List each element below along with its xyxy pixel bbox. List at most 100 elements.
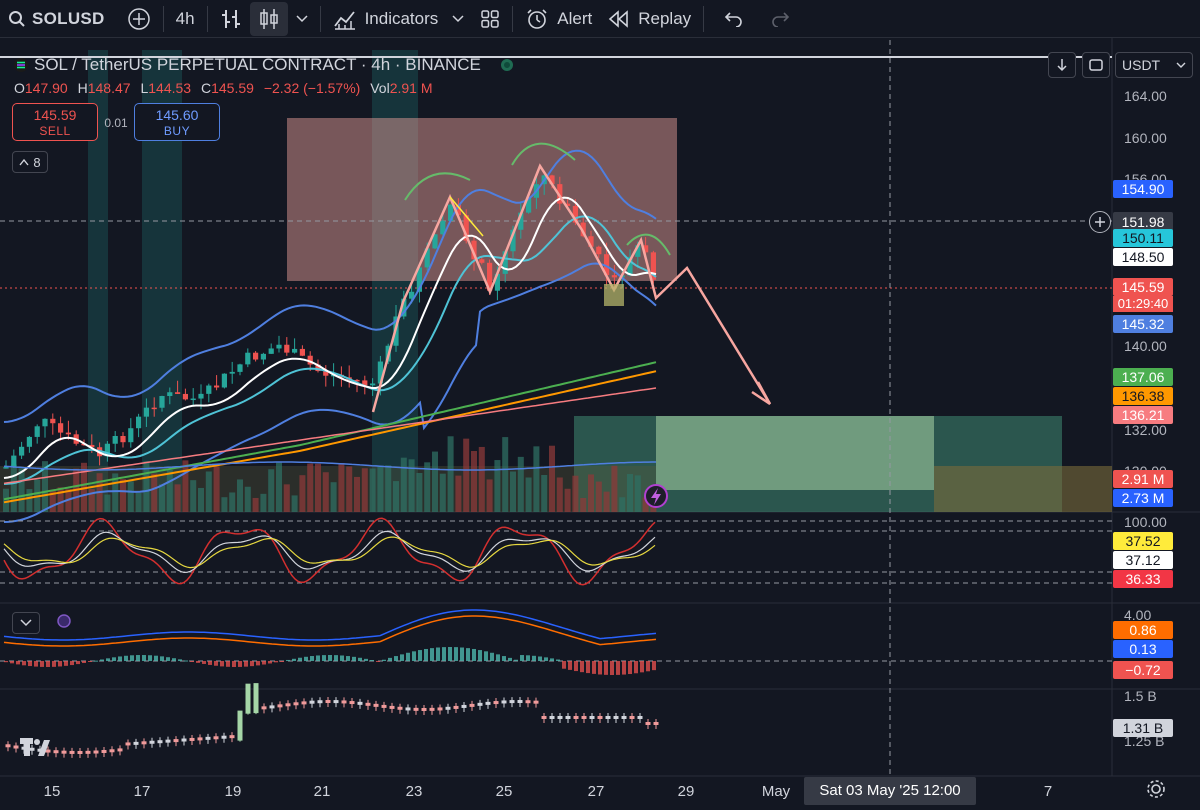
candle-body[interactable]: [611, 275, 617, 278]
symbol-search-button[interactable]: SOLUSD: [0, 0, 113, 38]
candle-body[interactable]: [299, 348, 305, 356]
add-alert-plus-button[interactable]: [1089, 211, 1111, 233]
candle-body[interactable]: [182, 393, 188, 400]
candle-body[interactable]: [424, 248, 430, 268]
alert-button[interactable]: Alert: [517, 0, 600, 38]
candle-body[interactable]: [643, 245, 649, 253]
candle-body[interactable]: [159, 396, 165, 408]
macd-event-icon[interactable]: [57, 614, 71, 628]
candle-body[interactable]: [377, 361, 383, 384]
candle-body[interactable]: [175, 392, 181, 394]
candle-body[interactable]: [50, 418, 56, 424]
pane-collapse-button[interactable]: [12, 612, 40, 634]
candle-body[interactable]: [471, 240, 477, 260]
buy-button[interactable]: 145.60 BUY: [134, 103, 220, 141]
marker-box[interactable]: [604, 284, 624, 306]
candle-body[interactable]: [253, 352, 259, 360]
candle-body[interactable]: [557, 184, 563, 204]
sell-button[interactable]: 145.59 SELL: [12, 103, 98, 141]
candle-body[interactable]: [354, 379, 360, 382]
candle-body[interactable]: [635, 245, 641, 257]
rsi-red-line[interactable]: [3, 517, 656, 586]
time-axis[interactable]: 15 17 19 21 23 25 27 29 May 7: [0, 776, 1200, 810]
candle-body[interactable]: [315, 364, 321, 372]
replay-button[interactable]: Replay: [600, 0, 699, 38]
ma-orange-line[interactable]: [3, 370, 657, 504]
candle-body[interactable]: [284, 344, 290, 353]
candles-chart-type-button[interactable]: [249, 1, 288, 36]
candle-body[interactable]: [572, 205, 578, 223]
shoulder-arc-right[interactable]: [626, 233, 671, 256]
candle-body[interactable]: [34, 426, 40, 437]
ema-white-line[interactable]: [3, 196, 657, 479]
shoulder-arc-left[interactable]: [404, 172, 471, 201]
candle-body[interactable]: [494, 273, 500, 291]
candle-body[interactable]: [26, 436, 32, 447]
candle-body[interactable]: [401, 298, 407, 317]
currency-select[interactable]: USDT: [1115, 52, 1193, 78]
candle-body[interactable]: [362, 380, 368, 386]
undo-button[interactable]: [716, 0, 752, 38]
candle-body[interactable]: [11, 455, 17, 468]
ma-salmon-line[interactable]: [3, 387, 657, 485]
candle-body[interactable]: [650, 252, 656, 280]
candle-body[interactable]: [65, 432, 71, 435]
bar-chart-type-button[interactable]: [212, 0, 250, 38]
candle-body[interactable]: [549, 175, 555, 185]
compare-button[interactable]: [119, 0, 159, 38]
candle-body[interactable]: [502, 251, 508, 274]
candle-body[interactable]: [432, 234, 438, 249]
candle-body[interactable]: [58, 423, 64, 433]
candle-body[interactable]: [221, 373, 227, 388]
candle-body[interactable]: [463, 215, 469, 241]
candle-body[interactable]: [565, 203, 571, 206]
candle-body[interactable]: [89, 444, 95, 448]
candle-body[interactable]: [627, 256, 633, 276]
target-zone-inner[interactable]: [656, 416, 934, 490]
candle-body[interactable]: [3, 467, 9, 469]
resistance-zone[interactable]: [287, 118, 677, 281]
candle-body[interactable]: [42, 418, 48, 427]
candle-body[interactable]: [416, 267, 422, 292]
pattern-trendline[interactable]: [371, 163, 772, 413]
candle-body[interactable]: [596, 246, 602, 255]
candle-body[interactable]: [307, 355, 313, 365]
candle-body[interactable]: [487, 262, 493, 291]
candle-body[interactable]: [260, 353, 266, 360]
candle-body[interactable]: [190, 398, 196, 401]
candle-body[interactable]: [409, 291, 415, 299]
macd-blue-line[interactable]: [3, 609, 657, 641]
macd-histogram[interactable]: [4, 647, 656, 675]
market-status-icon[interactable]: [500, 59, 513, 71]
indicators-toggle[interactable]: 8: [12, 151, 48, 173]
symbol-legend[interactable]: SOL / TetherUS PERPETUAL CONTRACT · 4h ·…: [14, 55, 513, 75]
candle-body[interactable]: [104, 443, 110, 457]
candle-body[interactable]: [292, 348, 298, 353]
candle-body[interactable]: [268, 348, 274, 354]
candle-body[interactable]: [245, 352, 251, 365]
candle-body[interactable]: [580, 222, 586, 237]
candle-body[interactable]: [237, 364, 243, 372]
candle-body[interactable]: [526, 197, 532, 213]
gear-icon[interactable]: [1145, 778, 1167, 800]
candle-body[interactable]: [112, 436, 118, 444]
download-button[interactable]: [1048, 52, 1076, 78]
macd-orange-line[interactable]: [3, 615, 657, 647]
candle-body[interactable]: [19, 446, 25, 456]
head-arc[interactable]: [511, 142, 576, 166]
candle-body[interactable]: [604, 254, 610, 276]
chart-type-dropdown[interactable]: [288, 0, 316, 38]
bollinger-lower-line[interactable]: [3, 262, 657, 523]
candle-body[interactable]: [136, 416, 142, 429]
candle-body[interactable]: [323, 371, 329, 376]
interval-button[interactable]: 4h: [168, 0, 203, 38]
indicators-button[interactable]: Indicators: [325, 0, 473, 38]
candle-body[interactable]: [143, 407, 149, 417]
redo-button[interactable]: [762, 0, 798, 38]
candle-body[interactable]: [479, 259, 485, 263]
layouts-button[interactable]: [472, 0, 508, 38]
candle-body[interactable]: [518, 212, 524, 230]
candle-body[interactable]: [214, 385, 220, 388]
candle-body[interactable]: [229, 371, 235, 374]
